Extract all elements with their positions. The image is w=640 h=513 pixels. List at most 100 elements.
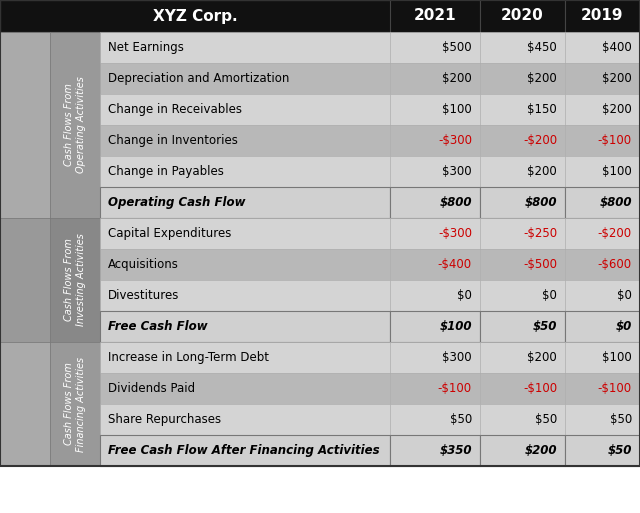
Bar: [100, 32, 390, 63]
Bar: [100, 63, 390, 94]
Bar: [100, 404, 390, 435]
Bar: [390, 63, 480, 94]
Text: -$400: -$400: [438, 258, 472, 271]
Bar: [50, 218, 100, 342]
Bar: [100, 249, 390, 280]
Text: Dividends Paid: Dividends Paid: [108, 382, 195, 395]
Bar: [100, 280, 390, 311]
Bar: [390, 156, 480, 187]
Bar: [565, 280, 640, 311]
Text: $200: $200: [525, 444, 557, 457]
Text: -$300: -$300: [438, 134, 472, 147]
Bar: [565, 249, 640, 280]
Text: $100: $100: [440, 320, 472, 333]
Text: Divestitures: Divestitures: [108, 289, 179, 302]
Text: Cash Flows From
Operating Activities: Cash Flows From Operating Activities: [64, 76, 86, 173]
Text: $0: $0: [617, 289, 632, 302]
Text: $450: $450: [527, 41, 557, 54]
Bar: [480, 218, 565, 249]
Bar: [0, 342, 50, 466]
Text: XYZ Corp.: XYZ Corp.: [153, 9, 237, 24]
Bar: [480, 94, 565, 125]
Bar: [0, 0, 640, 32]
Text: $400: $400: [602, 41, 632, 54]
Text: $200: $200: [442, 72, 472, 85]
Bar: [100, 435, 390, 466]
Bar: [390, 404, 480, 435]
Bar: [480, 404, 565, 435]
Bar: [0, 218, 50, 342]
Bar: [100, 187, 390, 218]
Bar: [565, 63, 640, 94]
Bar: [480, 249, 565, 280]
Text: 2021: 2021: [413, 9, 456, 24]
Text: $50: $50: [607, 444, 632, 457]
Text: Change in Receivables: Change in Receivables: [108, 103, 242, 116]
Bar: [100, 342, 390, 373]
Bar: [480, 63, 565, 94]
Text: $300: $300: [442, 351, 472, 364]
Text: Depreciation and Amortization: Depreciation and Amortization: [108, 72, 289, 85]
Text: $50: $50: [610, 413, 632, 426]
Bar: [390, 280, 480, 311]
Text: $800: $800: [525, 196, 557, 209]
Text: Change in Payables: Change in Payables: [108, 165, 224, 178]
Text: $0: $0: [542, 289, 557, 302]
Text: Operating Cash Flow: Operating Cash Flow: [108, 196, 246, 209]
Bar: [480, 311, 565, 342]
Bar: [480, 373, 565, 404]
Text: 2019: 2019: [581, 9, 624, 24]
Bar: [480, 156, 565, 187]
Text: $500: $500: [442, 41, 472, 54]
Text: -$100: -$100: [523, 382, 557, 395]
Text: $800: $800: [600, 196, 632, 209]
Text: $300: $300: [442, 165, 472, 178]
Text: $200: $200: [527, 72, 557, 85]
Bar: [480, 280, 565, 311]
Text: Net Earnings: Net Earnings: [108, 41, 184, 54]
Text: -$300: -$300: [438, 227, 472, 240]
Bar: [480, 435, 565, 466]
Bar: [100, 156, 390, 187]
Bar: [390, 32, 480, 63]
Text: -$200: -$200: [598, 227, 632, 240]
Bar: [565, 125, 640, 156]
Text: $50: $50: [450, 413, 472, 426]
Text: -$600: -$600: [598, 258, 632, 271]
Bar: [100, 94, 390, 125]
Bar: [100, 373, 390, 404]
Text: Free Cash Flow: Free Cash Flow: [108, 320, 207, 333]
Bar: [390, 94, 480, 125]
Bar: [390, 218, 480, 249]
Text: $150: $150: [527, 103, 557, 116]
Text: $200: $200: [527, 165, 557, 178]
Text: $350: $350: [440, 444, 472, 457]
Bar: [480, 0, 565, 32]
Text: -$200: -$200: [523, 134, 557, 147]
Text: Cash Flows From
Financing Activities: Cash Flows From Financing Activities: [64, 357, 86, 451]
Bar: [565, 187, 640, 218]
Bar: [480, 187, 565, 218]
Bar: [565, 218, 640, 249]
Bar: [480, 342, 565, 373]
Bar: [390, 311, 480, 342]
Text: $100: $100: [442, 103, 472, 116]
Text: Capital Expenditures: Capital Expenditures: [108, 227, 232, 240]
Text: Change in Inventories: Change in Inventories: [108, 134, 238, 147]
Bar: [100, 311, 390, 342]
Bar: [0, 32, 50, 218]
Bar: [390, 125, 480, 156]
Text: $0: $0: [616, 320, 632, 333]
Text: -$100: -$100: [438, 382, 472, 395]
Bar: [390, 187, 480, 218]
Text: $100: $100: [602, 165, 632, 178]
Text: -$250: -$250: [523, 227, 557, 240]
Text: Cash Flows From
Investing Activities: Cash Flows From Investing Activities: [64, 233, 86, 326]
Bar: [480, 125, 565, 156]
Bar: [565, 94, 640, 125]
Text: Free Cash Flow After Financing Activities: Free Cash Flow After Financing Activitie…: [108, 444, 380, 457]
Bar: [390, 249, 480, 280]
Text: Increase in Long-Term Debt: Increase in Long-Term Debt: [108, 351, 269, 364]
Text: $0: $0: [457, 289, 472, 302]
Text: -$100: -$100: [598, 382, 632, 395]
